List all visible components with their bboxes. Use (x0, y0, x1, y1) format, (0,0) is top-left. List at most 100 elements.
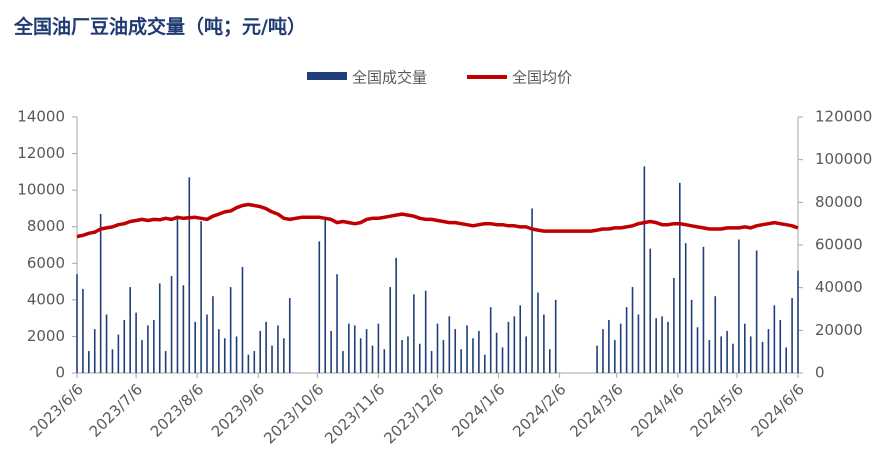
bar (738, 239, 740, 373)
bar (631, 287, 634, 373)
bar (613, 340, 616, 373)
bar (619, 323, 622, 373)
x-tick-label: 2024/5/6 (687, 380, 747, 440)
bar (111, 349, 114, 373)
bar (259, 330, 262, 373)
bar (288, 298, 291, 373)
bar (554, 299, 557, 373)
bar (673, 277, 675, 373)
bar (330, 330, 332, 373)
y2-tick-label: 120000 (815, 108, 872, 126)
bar (247, 354, 250, 373)
bar (229, 287, 232, 373)
bar (448, 316, 451, 373)
x-tick-label: 2023/12/6 (380, 380, 447, 447)
bar (543, 314, 545, 373)
bar (206, 314, 208, 373)
x-tick-label: 2024/6/6 (748, 380, 808, 440)
bar (667, 321, 669, 373)
x-tick-label: 2024/3/6 (566, 380, 626, 440)
bar (377, 323, 380, 373)
bar (424, 290, 427, 373)
y-tick-label: 0 (55, 364, 65, 382)
bar (265, 321, 267, 373)
bar (318, 241, 321, 373)
x-tick-label: 2023/9/6 (208, 380, 268, 440)
y2-tick-label: 80000 (815, 193, 863, 211)
bar (531, 208, 533, 373)
bar (773, 305, 776, 373)
y2-tick-label: 20000 (815, 321, 863, 339)
bar (353, 325, 356, 373)
bar (507, 321, 510, 373)
bar (147, 325, 149, 373)
bar (785, 347, 787, 373)
x-tick-label: 2023/11/6 (321, 380, 388, 447)
bar (708, 340, 711, 373)
bar (123, 319, 126, 373)
bar (525, 336, 527, 373)
y-tick-label: 8000 (27, 217, 65, 235)
bar (767, 329, 770, 373)
bar (519, 305, 522, 373)
bar (371, 345, 374, 373)
y-tick-label: 2000 (27, 327, 65, 345)
bar (117, 334, 120, 373)
legend-label: 全国成交量 (352, 69, 427, 87)
bar (537, 292, 539, 373)
bar (105, 314, 108, 373)
bar (218, 329, 220, 373)
bar (720, 336, 722, 373)
y2-tick-label: 100000 (815, 150, 872, 168)
bar (442, 340, 445, 373)
x-tick-label: 2024/4/6 (627, 380, 687, 440)
bar (141, 340, 143, 373)
bar (82, 288, 84, 373)
bar (755, 250, 758, 373)
bar (129, 287, 131, 373)
bar (483, 354, 486, 373)
bar (690, 299, 693, 373)
bar (99, 213, 102, 373)
bar (241, 266, 244, 373)
bar (761, 341, 764, 373)
x-tick-label: 2023/6/6 (27, 380, 87, 440)
bar (596, 345, 598, 373)
y-tick-label: 12000 (17, 144, 65, 162)
bar (413, 294, 415, 373)
bar (194, 321, 196, 373)
legend-label: 全国均价 (512, 69, 572, 87)
bar (188, 177, 191, 373)
bar (732, 343, 734, 373)
bar (283, 338, 285, 373)
bar (407, 336, 409, 373)
bar (548, 349, 551, 373)
y2-tick-label: 60000 (815, 236, 863, 254)
bar (235, 336, 238, 373)
bar (602, 329, 604, 373)
bar (395, 257, 397, 373)
bar (460, 349, 462, 373)
x-tick-label: 2024/1/6 (448, 380, 508, 440)
bar (212, 296, 214, 373)
bar (661, 316, 663, 373)
x-tick-label: 2023/10/6 (260, 380, 327, 447)
bar (684, 243, 687, 373)
legend-marker (307, 72, 347, 80)
y2-tick-label: 40000 (815, 278, 863, 296)
bar (501, 347, 504, 373)
y2-tick-label: 0 (815, 364, 825, 382)
bar (714, 296, 717, 373)
bar (478, 330, 480, 373)
bar (608, 319, 610, 373)
bar (153, 319, 155, 373)
bar (93, 329, 96, 373)
x-tick-label: 2023/8/6 (147, 380, 207, 440)
bar (176, 215, 179, 373)
bar (749, 336, 752, 373)
bar (436, 323, 439, 373)
bar (271, 345, 273, 373)
line (76, 202, 799, 239)
bar (679, 182, 681, 373)
